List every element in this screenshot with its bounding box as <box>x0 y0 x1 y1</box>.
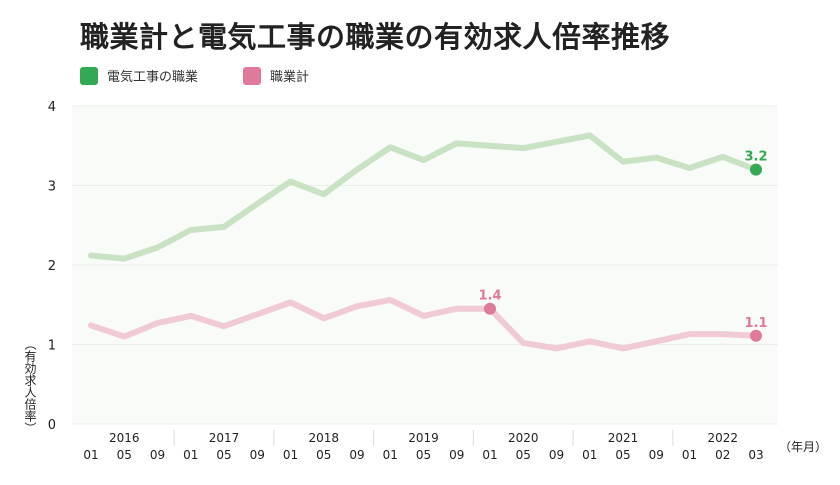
legend-label: 職業計 <box>270 70 310 85</box>
chart-title: 職業計と電気工事の職業の有効求人倍率推移 <box>80 20 671 54</box>
year-label: 2020 <box>508 431 539 445</box>
x-tick-label: 09 <box>150 448 165 462</box>
x-tick-label: 01 <box>383 448 398 462</box>
x-tick-label: 01 <box>682 448 697 462</box>
x-tick-label: 09 <box>250 448 265 462</box>
year-label: 2016 <box>109 431 140 445</box>
series-line-1 <box>88 296 759 352</box>
x-tick-label: 09 <box>349 448 364 462</box>
legend-label: 電気工事の職業 <box>107 70 199 85</box>
x-tick-label: 05 <box>615 448 630 462</box>
data-point-marker <box>484 302 496 315</box>
x-tick-label: 05 <box>316 448 331 462</box>
y-tick-label: 0 <box>48 418 56 433</box>
legend-swatch-total <box>243 66 261 85</box>
y-axis-label: （有効求人倍率） <box>23 338 37 434</box>
legend-item-electrical: 電気工事の職業 <box>80 66 198 85</box>
x-tick-label: 01 <box>482 448 497 462</box>
x-tick-label: 05 <box>416 448 431 462</box>
year-label: 2019 <box>408 431 439 445</box>
x-tick-label: 05 <box>216 448 231 462</box>
x-tick-label: 01 <box>183 448 198 462</box>
x-tick-label: 05 <box>516 448 531 462</box>
legend-swatch-electrical <box>80 66 98 85</box>
x-tick-label: 03 <box>748 448 763 462</box>
x-tick-label: 02 <box>715 448 730 462</box>
x-tick-label: 05 <box>117 448 132 462</box>
y-tick-label: 3 <box>48 180 56 195</box>
x-tick-label: 09 <box>649 448 664 462</box>
data-label: 1.4 <box>478 289 501 304</box>
data-label: 1.1 <box>744 316 767 331</box>
year-label: 2022 <box>707 431 738 445</box>
y-tick-label: 1 <box>48 339 56 354</box>
series-line-0 <box>88 132 759 262</box>
year-label: 2021 <box>608 431 639 445</box>
x-tick-label: 01 <box>83 448 98 462</box>
x-tick-label: 09 <box>549 448 564 462</box>
x-tick-label: 01 <box>582 448 597 462</box>
x-tick-label: 09 <box>449 448 464 462</box>
y-tick-label: 4 <box>48 100 56 115</box>
y-tick-label: 2 <box>48 259 56 274</box>
x-axis-unit: （年月） <box>779 440 828 454</box>
data-point-marker <box>750 329 762 342</box>
legend-item-total: 職業計 <box>243 66 309 85</box>
year-label: 2017 <box>209 431 240 445</box>
data-label: 3.2 <box>744 150 767 165</box>
data-point-marker <box>750 163 762 176</box>
year-label: 2018 <box>308 431 339 445</box>
x-tick-label: 01 <box>283 448 298 462</box>
